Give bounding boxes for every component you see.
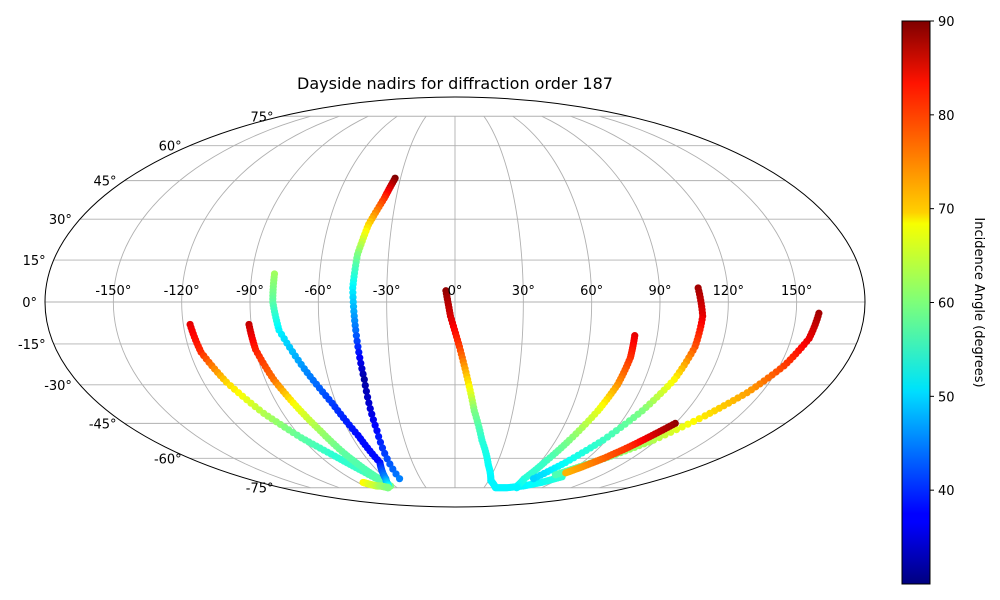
longitude-tick-label: 0° — [448, 284, 463, 299]
colorbar-ticks: 40 50 60 70 80 90 — [930, 15, 955, 499]
data-point — [356, 354, 364, 362]
latitude-tick-label: -30° — [44, 379, 72, 394]
data-point — [678, 423, 686, 431]
colorbar-tick-label: 90 — [938, 15, 955, 30]
data-point — [352, 326, 360, 334]
data-point — [684, 420, 692, 428]
latitude-tick-label: -60° — [154, 452, 182, 467]
colorbar-tick-label: 80 — [938, 109, 955, 124]
data-point — [529, 475, 538, 483]
data-point — [365, 399, 373, 407]
latitude-tick-label: 75° — [250, 110, 273, 125]
data-point — [672, 426, 681, 434]
graticule — [45, 115, 865, 489]
latitude-tick-label: 60° — [159, 140, 182, 155]
data-point — [360, 375, 368, 384]
data-point — [695, 415, 703, 423]
latitude-tick-label: 30° — [49, 213, 72, 228]
longitude-tick-label: 60° — [580, 284, 603, 299]
data-point — [395, 475, 404, 483]
data-point — [373, 427, 381, 435]
data-point — [378, 444, 387, 452]
colorbar-tick-label: 50 — [938, 390, 955, 405]
longitude-tick-label: -90° — [236, 284, 264, 299]
colorbar-label: Incidence Angle (degrees) — [971, 217, 986, 387]
data-point — [369, 416, 377, 424]
data-point — [359, 370, 367, 378]
data-point — [368, 410, 376, 418]
longitude-tick-label: -60° — [304, 284, 332, 299]
latitude-tick-label: 0° — [22, 296, 37, 311]
longitude-tick-label: 150° — [781, 284, 812, 299]
colorbar-tick-label: 60 — [938, 297, 955, 312]
data-point — [358, 365, 366, 373]
latitude-tick-label: 45° — [94, 175, 117, 190]
data-point — [701, 412, 709, 420]
longitude-tick-label: 90° — [648, 284, 671, 299]
data-point — [352, 332, 360, 340]
data-point — [371, 421, 379, 429]
data-point — [355, 348, 363, 356]
data-point — [551, 471, 560, 479]
latitude-tick-labels: -75° -60° -45° -30° -15° 0° 15° 30° 45° 60° 75° — [18, 110, 274, 496]
data-point — [354, 343, 362, 351]
data-point — [361, 381, 369, 390]
data-point — [357, 359, 365, 367]
longitude-tick-label: -150° — [95, 284, 131, 299]
colorbar-gradient — [901, 20, 931, 585]
map-outline — [44, 96, 866, 508]
longitude-tick-label: -30° — [373, 284, 401, 299]
longitude-tick-labels: -150° -120° -90° -60° -30° 0° 30° 60° 90° 120° 150… — [95, 284, 812, 299]
chart-title: Dayside nadirs for diffraction order 187 — [297, 74, 613, 93]
data-point — [562, 469, 570, 477]
latitude-tick-label: -15° — [18, 338, 46, 353]
data-point — [362, 387, 370, 395]
longitude-tick-label: 30° — [512, 284, 535, 299]
latitude-tick-label: -45° — [89, 417, 117, 432]
data-point — [375, 432, 383, 441]
colorbar-tick-label: 40 — [938, 484, 955, 499]
colorbar-tick-label: 70 — [938, 203, 955, 218]
longitude-tick-label: -120° — [164, 284, 200, 299]
longitude-tick-label: 120° — [713, 284, 744, 299]
data-point — [384, 484, 393, 492]
data-points — [186, 174, 823, 492]
latitude-tick-label: 15° — [23, 254, 46, 269]
data-point — [366, 404, 374, 413]
data-point — [353, 337, 361, 345]
data-point — [513, 484, 521, 492]
data-point — [690, 417, 698, 426]
data-point — [376, 438, 385, 446]
data-point — [363, 393, 372, 401]
latitude-tick-label: -75° — [246, 482, 274, 497]
data-point — [381, 449, 389, 458]
colorbar: 40 50 60 70 80 90 Incidence Angle (degrees) — [901, 15, 986, 585]
